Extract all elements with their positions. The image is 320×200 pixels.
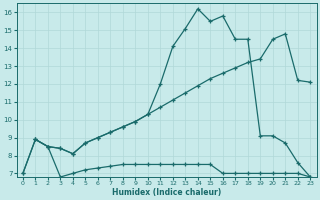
X-axis label: Humidex (Indice chaleur): Humidex (Indice chaleur) xyxy=(112,188,221,197)
